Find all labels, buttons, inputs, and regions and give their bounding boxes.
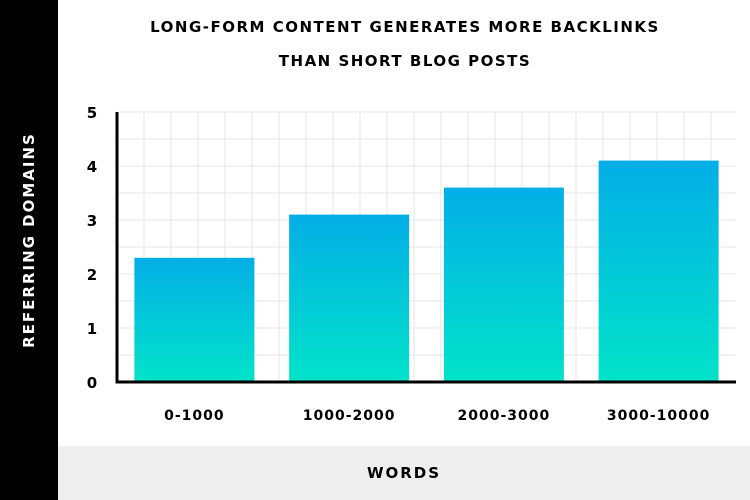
bar-1000-2000: [289, 214, 410, 382]
axes: [115, 112, 736, 384]
chart-title-line-1: LONG-FORM CONTENT GENERATES MORE BACKLIN…: [150, 18, 660, 36]
x-axis-label: WORDS: [366, 464, 442, 482]
x-tick-label: 3000-10000: [607, 408, 710, 424]
y-tick-label: 3: [87, 212, 97, 230]
y-tick-label: 0: [87, 374, 97, 392]
tick-labels: 0-1000 1000-2000 2000-3000 3000-10000 0 1 2 3 4 5: [87, 104, 710, 424]
x-tick-label: 1000-2000: [303, 408, 396, 424]
y-tick-label: 4: [87, 158, 97, 176]
y-tick-label: 5: [87, 104, 97, 122]
y-tick-label: 2: [87, 266, 97, 284]
bar-2000-3000: [443, 187, 564, 382]
bar-0-1000: [134, 257, 255, 382]
y-tick-label: 1: [87, 320, 97, 338]
y-axis-label-band: REFERRING DOMAINS: [0, 0, 58, 500]
x-tick-label: 2000-3000: [458, 408, 551, 424]
chart-title-line-2: THAN SHORT BLOG POSTS: [278, 52, 532, 70]
bar-3000-10000: [598, 160, 719, 382]
x-tick-label: 0-1000: [164, 408, 225, 424]
bars: [134, 160, 719, 382]
x-axis-label-band: WORDS: [58, 446, 750, 500]
